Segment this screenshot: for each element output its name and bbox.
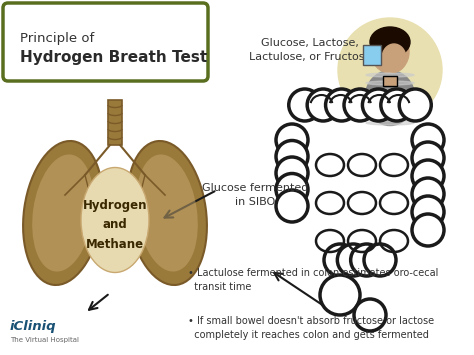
Ellipse shape: [382, 44, 406, 72]
Text: Glucose, Lactose,
Lactulose, or Fructose: Glucose, Lactose, Lactulose, or Fructose: [249, 38, 371, 62]
Circle shape: [354, 299, 386, 331]
FancyBboxPatch shape: [363, 45, 381, 65]
Ellipse shape: [366, 121, 414, 125]
Circle shape: [324, 244, 356, 276]
Circle shape: [412, 178, 444, 210]
Text: • If small bowel doesn't absorb fructose or lactose
  completely it reaches colo: • If small bowel doesn't absorb fructose…: [188, 316, 434, 340]
Circle shape: [276, 124, 308, 156]
Ellipse shape: [366, 113, 414, 117]
Circle shape: [412, 196, 444, 228]
Circle shape: [412, 124, 444, 156]
Circle shape: [364, 244, 396, 276]
Circle shape: [412, 142, 444, 174]
Circle shape: [399, 89, 431, 121]
FancyBboxPatch shape: [3, 3, 208, 81]
Circle shape: [344, 89, 376, 121]
Circle shape: [338, 18, 442, 122]
Circle shape: [337, 244, 369, 276]
Ellipse shape: [127, 141, 207, 285]
Ellipse shape: [366, 81, 414, 85]
Circle shape: [412, 160, 444, 192]
Ellipse shape: [32, 154, 94, 272]
Ellipse shape: [366, 105, 414, 109]
Circle shape: [276, 174, 308, 206]
Circle shape: [289, 89, 321, 121]
Text: Hydrogen Breath Test: Hydrogen Breath Test: [20, 50, 207, 65]
Ellipse shape: [365, 71, 415, 126]
Ellipse shape: [371, 31, 409, 73]
Ellipse shape: [366, 73, 414, 77]
Circle shape: [276, 190, 308, 222]
Ellipse shape: [23, 141, 103, 285]
Circle shape: [412, 214, 444, 246]
Circle shape: [320, 275, 360, 315]
Circle shape: [363, 89, 394, 121]
Text: Principle of: Principle of: [20, 32, 94, 45]
Text: iCliniq: iCliniq: [10, 320, 56, 333]
Text: The Virtual Hospital: The Virtual Hospital: [10, 337, 79, 343]
Ellipse shape: [366, 97, 414, 101]
Circle shape: [381, 89, 413, 121]
Text: Glucose fermented
in SIBO: Glucose fermented in SIBO: [202, 183, 308, 207]
Circle shape: [307, 89, 339, 121]
Ellipse shape: [81, 168, 149, 273]
Circle shape: [351, 244, 383, 276]
Text: • Lactulose fermented in colon estimates oro-cecal
  transit time: • Lactulose fermented in colon estimates…: [188, 268, 438, 293]
Circle shape: [276, 141, 308, 173]
Circle shape: [276, 157, 308, 189]
Ellipse shape: [136, 154, 198, 272]
Ellipse shape: [366, 89, 414, 93]
FancyBboxPatch shape: [383, 76, 397, 86]
FancyBboxPatch shape: [108, 100, 122, 145]
Circle shape: [326, 89, 357, 121]
Text: Hydrogen
and
Methane: Hydrogen and Methane: [83, 200, 147, 251]
Ellipse shape: [370, 27, 410, 57]
